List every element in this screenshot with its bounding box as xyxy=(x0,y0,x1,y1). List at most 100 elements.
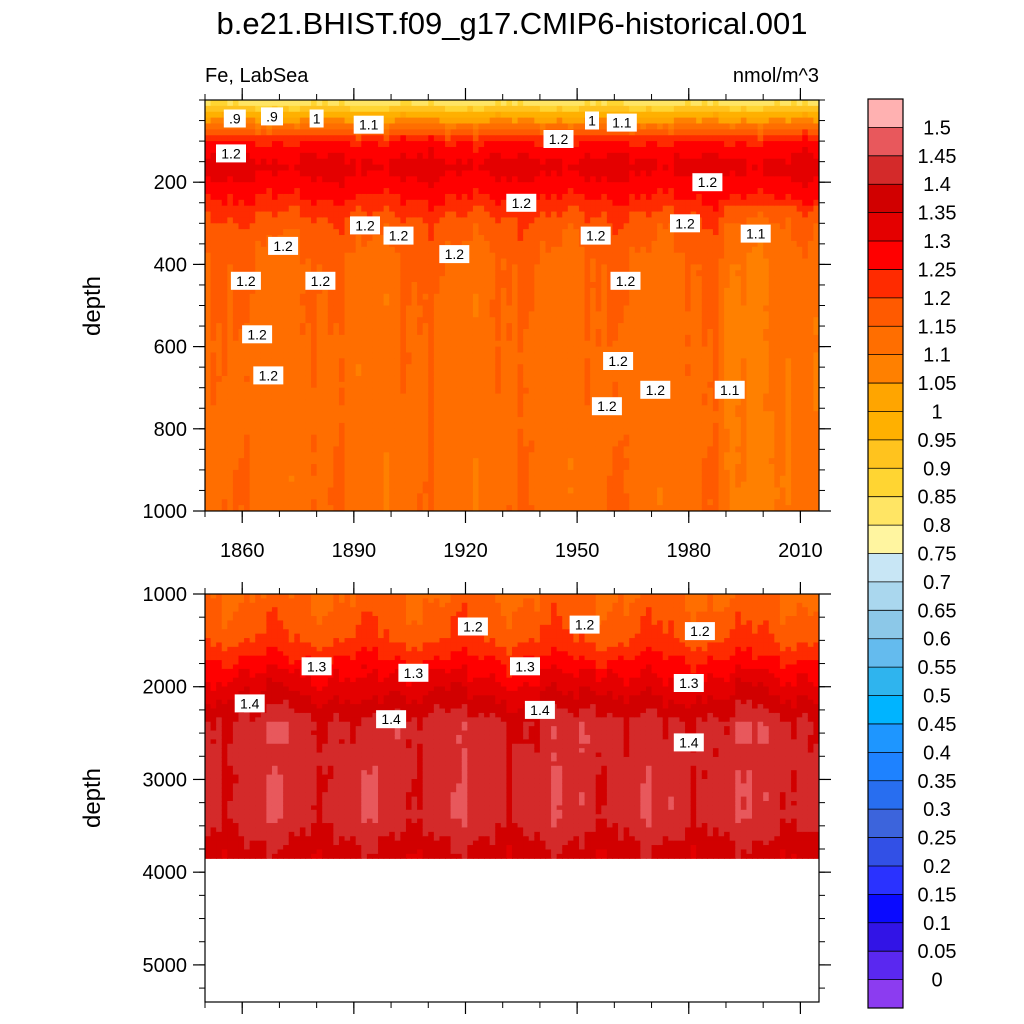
field-cell xyxy=(595,340,602,348)
field-cell xyxy=(534,158,541,166)
field-cell xyxy=(271,317,279,324)
field-cell xyxy=(500,252,508,260)
field-cell xyxy=(595,328,602,336)
field-cell xyxy=(500,505,508,511)
field-cell xyxy=(506,328,513,336)
field-cell xyxy=(389,422,396,430)
field-cell xyxy=(500,264,508,271)
field-cell xyxy=(394,158,401,166)
field-cell xyxy=(238,446,245,453)
field-cell xyxy=(433,399,441,406)
field-cell xyxy=(472,323,480,330)
field-cell xyxy=(534,381,541,389)
field-cell xyxy=(383,446,390,453)
field-cell xyxy=(227,141,234,148)
field-cell xyxy=(445,487,452,494)
field-cell xyxy=(417,158,424,166)
field-cell xyxy=(205,358,212,365)
field-cell xyxy=(528,164,535,172)
field-cell xyxy=(244,469,251,477)
field-cell xyxy=(484,264,491,271)
field-cell xyxy=(361,323,368,330)
field-cell xyxy=(422,264,429,271)
field-cell xyxy=(495,252,502,260)
field-cell xyxy=(495,146,502,154)
field-cell xyxy=(311,364,318,371)
field-cell xyxy=(405,358,413,365)
field-cell xyxy=(338,411,346,418)
field-cell xyxy=(288,469,295,477)
field-cell xyxy=(562,182,569,189)
field-cell xyxy=(327,458,334,465)
field-cell xyxy=(562,199,569,207)
field-cell xyxy=(595,282,602,289)
field-cell xyxy=(400,323,407,330)
field-cell xyxy=(545,158,552,166)
field-cell xyxy=(512,117,519,125)
field-cell xyxy=(590,205,597,213)
field-cell xyxy=(249,340,256,348)
field-cell xyxy=(205,100,212,107)
field-cell xyxy=(539,422,547,430)
field-cell xyxy=(433,152,441,160)
field-cell xyxy=(590,323,597,330)
field-cell xyxy=(394,205,401,213)
field-cell xyxy=(411,188,418,195)
field-cell xyxy=(422,393,429,401)
field-cell xyxy=(389,199,396,207)
field-cell xyxy=(227,105,234,113)
field-cell xyxy=(372,393,379,401)
field-cell xyxy=(562,258,569,265)
field-cell xyxy=(495,311,502,318)
field-cell xyxy=(562,270,569,277)
field-cell xyxy=(389,399,396,406)
field-cell xyxy=(266,123,273,130)
field-cell xyxy=(523,235,530,242)
field-cell xyxy=(344,240,351,248)
field-cell xyxy=(439,317,446,324)
field-cell xyxy=(361,464,368,471)
field-cell xyxy=(478,205,485,213)
field-cell xyxy=(417,152,424,160)
field-cell xyxy=(344,211,351,219)
field-cell xyxy=(288,434,295,442)
field-cell xyxy=(249,123,256,130)
field-cell xyxy=(255,223,262,230)
field-cell xyxy=(506,411,513,418)
field-cell xyxy=(461,111,468,119)
field-cell xyxy=(338,428,346,436)
field-cell xyxy=(484,217,491,224)
field-cell xyxy=(573,182,580,189)
field-cell xyxy=(277,481,284,489)
field-cell xyxy=(366,464,374,471)
field-cell xyxy=(316,434,323,442)
field-cell xyxy=(450,217,457,224)
field-cell xyxy=(551,158,558,166)
field-cell xyxy=(361,493,368,500)
field-cell xyxy=(288,405,295,412)
field-cell xyxy=(590,299,597,307)
field-cell xyxy=(322,264,329,271)
field-cell xyxy=(562,334,569,342)
field-cell xyxy=(361,405,368,412)
field-cell xyxy=(266,211,273,219)
field-cell xyxy=(411,240,418,248)
field-cell xyxy=(450,170,457,177)
field-cell xyxy=(450,264,457,271)
field-cell xyxy=(232,411,240,418)
field-cell xyxy=(227,211,234,219)
field-cell xyxy=(584,276,591,283)
field-cell xyxy=(405,317,413,324)
field-cell xyxy=(378,452,385,459)
field-cell xyxy=(500,434,508,442)
field-cell xyxy=(489,393,496,401)
field-cell xyxy=(590,434,597,442)
field-cell xyxy=(445,270,452,277)
field-cell xyxy=(590,170,597,177)
field-cell xyxy=(567,493,574,500)
field-cell xyxy=(405,152,413,160)
field-cell xyxy=(495,475,502,483)
field-cell xyxy=(556,440,563,448)
field-cell xyxy=(534,129,541,136)
field-cell xyxy=(205,464,212,471)
